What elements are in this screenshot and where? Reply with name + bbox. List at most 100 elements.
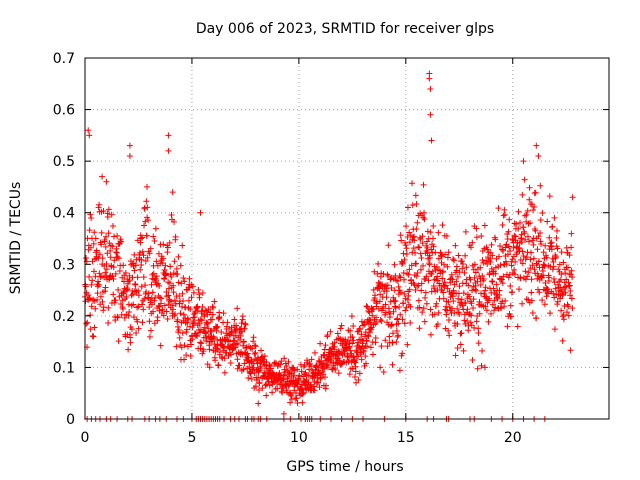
- data-point: [424, 228, 431, 235]
- data-point: [397, 289, 404, 296]
- data-point: [497, 262, 504, 269]
- data-point: [138, 301, 145, 308]
- data-point: [126, 142, 133, 149]
- data-point: [125, 278, 132, 285]
- data-point: [210, 334, 217, 341]
- data-point: [199, 304, 206, 311]
- data-point: [413, 273, 420, 280]
- data-point: [224, 319, 231, 326]
- x-axis-label: GPS time / hours: [286, 459, 403, 475]
- data-point: [115, 286, 122, 293]
- data-point: [134, 318, 141, 325]
- data-point: [367, 344, 374, 351]
- data-point: [443, 233, 450, 240]
- data-point: [468, 312, 475, 319]
- data-point: [447, 279, 454, 286]
- data-point: [429, 268, 436, 275]
- data-point: [293, 395, 300, 402]
- data-point: [401, 320, 408, 327]
- data-point: [465, 282, 472, 289]
- data-point: [206, 364, 213, 371]
- data-point: [423, 300, 430, 307]
- data-point: [405, 271, 412, 278]
- data-point: [476, 298, 483, 305]
- data-point: [98, 241, 105, 248]
- data-point: [398, 260, 405, 267]
- data-point: [509, 256, 516, 263]
- data-point: [518, 238, 525, 245]
- data-point: [557, 276, 564, 283]
- data-point: [377, 291, 384, 298]
- data-point: [467, 276, 474, 283]
- data-point: [205, 306, 212, 313]
- data-point: [194, 333, 201, 340]
- data-point: [430, 243, 437, 250]
- data-point: [445, 316, 452, 323]
- data-point: [383, 294, 390, 301]
- data-point: [109, 273, 116, 280]
- data-point: [194, 303, 201, 310]
- data-point: [434, 273, 441, 280]
- data-point: [233, 322, 240, 329]
- plot-frame: [84, 57, 610, 420]
- data-point: [469, 357, 476, 364]
- data-point: [420, 305, 427, 312]
- data-point: [92, 305, 99, 312]
- data-point: [416, 244, 423, 251]
- data-point: [137, 239, 144, 246]
- data-point: [135, 325, 142, 332]
- data-point: [551, 326, 558, 333]
- data-point: [486, 269, 493, 276]
- data-point: [445, 327, 452, 334]
- data-point: [128, 326, 135, 333]
- data-point: [427, 331, 434, 338]
- data-point: [242, 320, 249, 327]
- data-point: [117, 236, 124, 243]
- data-point: [346, 339, 353, 346]
- data-point: [489, 252, 496, 259]
- data-point: [474, 278, 481, 285]
- data-point: [140, 274, 147, 281]
- data-point: [566, 283, 573, 290]
- data-point: [555, 266, 562, 273]
- data-point: [144, 204, 151, 211]
- data-point: [292, 395, 299, 402]
- data-point: [126, 152, 133, 159]
- data-point: [139, 319, 146, 326]
- data-point: [483, 307, 490, 314]
- data-point: [380, 369, 387, 376]
- data-point: [237, 332, 244, 339]
- data-point: [484, 246, 491, 253]
- data-point: [221, 369, 228, 376]
- data-point: [359, 340, 366, 347]
- data-point: [406, 229, 413, 236]
- data-point: [234, 356, 241, 363]
- data-point: [163, 308, 170, 315]
- data-point: [97, 293, 104, 300]
- data-point: [354, 339, 361, 346]
- data-point: [454, 305, 461, 312]
- data-point: [101, 237, 108, 244]
- data-point: [204, 361, 211, 368]
- data-point: [528, 276, 535, 283]
- data-point: [166, 239, 173, 246]
- data-point: [403, 250, 410, 257]
- data-point: [228, 351, 235, 358]
- data-point: [353, 379, 360, 386]
- data-point: [532, 189, 539, 196]
- data-point: [527, 256, 534, 263]
- data-point: [415, 244, 422, 251]
- data-point: [491, 297, 498, 304]
- data-point: [482, 303, 489, 310]
- data-point: [451, 257, 458, 264]
- data-point: [447, 275, 454, 282]
- data-point: [463, 264, 470, 271]
- data-point: [259, 385, 266, 392]
- data-point: [213, 345, 220, 352]
- data-point: [325, 364, 332, 371]
- data-point: [546, 234, 553, 241]
- data-point: [559, 313, 566, 320]
- y-tick-label: 0.1: [53, 360, 75, 376]
- data-point: [105, 304, 112, 311]
- data-point: [448, 271, 455, 278]
